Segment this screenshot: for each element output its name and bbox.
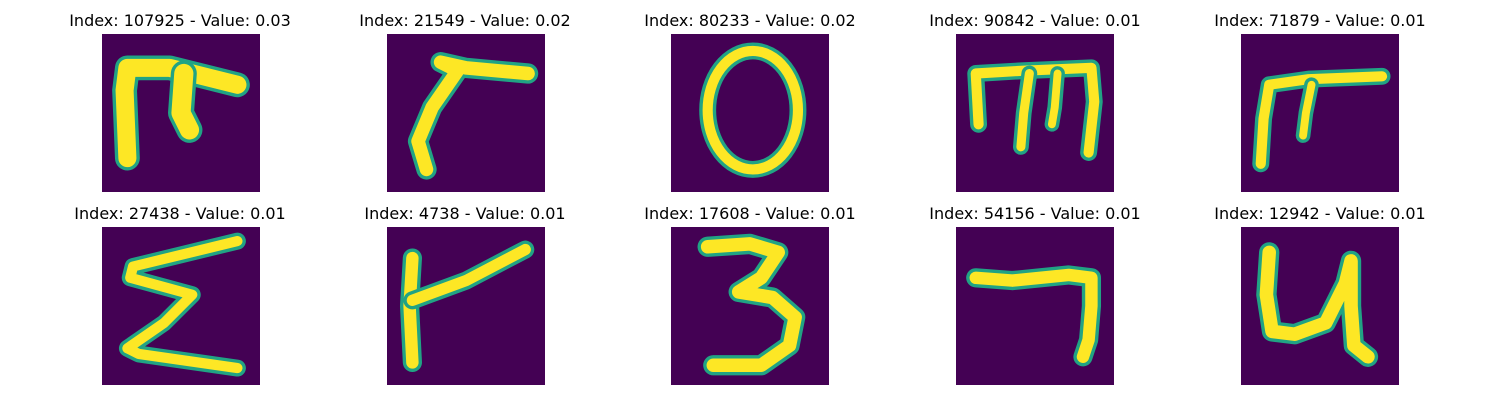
- glyph-image-three: [671, 227, 829, 385]
- panel-title: Index: 54156 - Value: 0.01: [929, 204, 1141, 223]
- panel-title: Index: 12942 - Value: 0.01: [1214, 204, 1426, 223]
- panel-title: Index: 80233 - Value: 0.02: [644, 11, 856, 30]
- panel-title: Index: 21549 - Value: 0.02: [359, 11, 571, 30]
- glyph-stroke: [122, 236, 243, 374]
- glyph-stroke: [1259, 245, 1375, 364]
- glyph-image-upright-with-arm: [387, 227, 545, 385]
- glyph-image-sigma-like: [102, 227, 260, 385]
- glyph-stroke: [1016, 68, 1034, 152]
- glyph-stroke: [403, 251, 419, 369]
- panel-title: Index: 90842 - Value: 0.01: [929, 11, 1141, 30]
- glyph-stroke: [700, 237, 802, 373]
- panel-title: Index: 17608 - Value: 0.01: [644, 204, 856, 223]
- glyph-image-hook-curve: [387, 34, 545, 192]
- glyph-image-n-like: [1241, 227, 1399, 385]
- glyph-image-pi-like: [102, 34, 260, 192]
- panel-title: Index: 27438 - Value: 0.01: [74, 204, 286, 223]
- panel-title: Index: 107925 - Value: 0.03: [69, 11, 291, 30]
- glyph-stroke: [406, 243, 531, 307]
- panel-title: Index: 71879 - Value: 0.01: [1214, 11, 1426, 30]
- glyph-image-m-like: [956, 34, 1114, 192]
- glyph-stroke: [969, 268, 1098, 363]
- glyph-image-zero: [671, 34, 829, 192]
- glyph-stroke: [702, 45, 804, 175]
- glyph-image-seven-like: [956, 227, 1114, 385]
- glyph-stroke: [411, 55, 535, 177]
- glyph-stroke: [171, 63, 200, 140]
- glyph-stroke: [1255, 71, 1388, 169]
- glyph-image-pi-like: [1241, 34, 1399, 192]
- glyph-stroke: [1299, 80, 1316, 140]
- panel-title: Index: 4738 - Value: 0.01: [364, 204, 566, 223]
- glyph-stroke: [1047, 69, 1062, 129]
